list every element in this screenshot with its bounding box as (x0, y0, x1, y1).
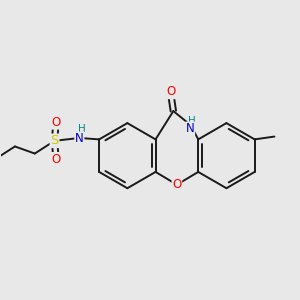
Text: H: H (78, 124, 86, 134)
Text: O: O (172, 178, 182, 191)
Text: O: O (51, 116, 61, 129)
Text: O: O (51, 153, 61, 166)
Text: S: S (50, 134, 59, 147)
Text: O: O (166, 85, 175, 98)
Text: N: N (75, 132, 84, 145)
Text: H: H (188, 116, 196, 126)
Text: N: N (186, 122, 194, 135)
